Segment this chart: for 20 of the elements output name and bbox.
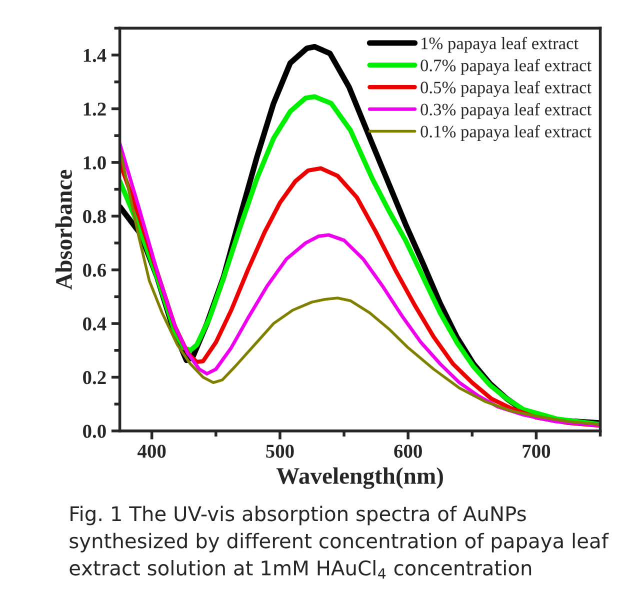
y-tick-label: 1.2 <box>84 102 106 116</box>
y-tick-label: 0.8 <box>83 210 106 224</box>
legend-label: 1% papaya leaf extract <box>422 36 578 53</box>
x-axis-title: Wavelength(nm) <box>276 467 443 489</box>
legend-label: 0.7% papaya leaf extract <box>420 58 592 75</box>
y-tick-label: 0.2 <box>83 371 106 384</box>
legend-label: 0.3% papaya leaf extract <box>420 103 592 119</box>
caption: Fig. 1 The UV-vis absorption spectra of AuNPs synthesized by different concentration of papaya leaf extract solution at 1mM HAuCl$_{4}$ concentration <box>70 506 609 579</box>
legend-label: 0.1% papaya leaf extract <box>420 125 592 142</box>
y-tick-label: 0.0 <box>83 424 106 438</box>
x-tick-label: 600 <box>394 444 422 458</box>
legend-label: 0.5% papaya leaf extract <box>420 80 592 97</box>
y-tick-label: 1.0 <box>84 156 106 170</box>
x-tick-label: 500 <box>266 444 294 458</box>
x-tick-label: 400 <box>138 444 166 458</box>
x-tick-label: 700 <box>522 444 550 458</box>
y-tick-label: 1.4 <box>84 48 106 62</box>
y-tick-label: 0.6 <box>83 264 106 277</box>
y-axis-title: Absorbance <box>55 170 72 290</box>
y-tick-label: 0.4 <box>83 317 106 331</box>
